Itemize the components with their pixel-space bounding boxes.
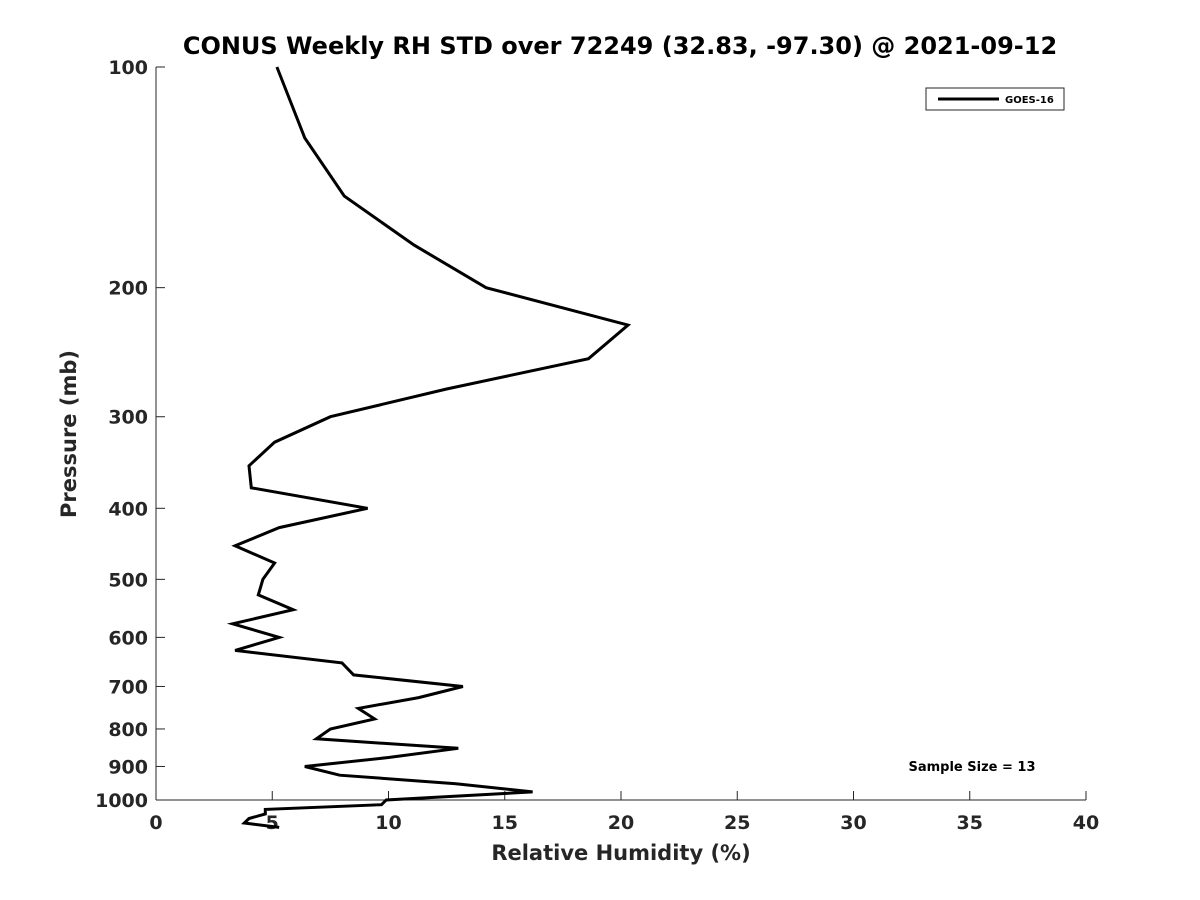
x-tick-label: 30: [840, 812, 866, 834]
x-tick-label: 5: [266, 812, 279, 834]
series-layer: [226, 66, 632, 829]
x-tick-label: 0: [149, 812, 162, 834]
legend: GOES-16: [925, 87, 1065, 111]
x-tick-label: 25: [724, 812, 750, 834]
sample-size-annotation: Sample Size = 13: [908, 760, 1035, 775]
chart-title: CONUS Weekly RH STD over 72249 (32.83, -…: [183, 32, 1057, 60]
series-line-goes-16: [226, 66, 632, 829]
y-tick-label: 300: [108, 407, 148, 429]
x-axis-label: Relative Humidity (%): [491, 841, 750, 865]
y-tick-label: 800: [108, 719, 148, 741]
y-tick-label: 600: [108, 627, 148, 649]
y-ticks: 100 200 300 400 500 600 700 800 900 1000: [95, 57, 165, 812]
plot-background: [156, 67, 1086, 800]
y-tick-label: 900: [108, 756, 148, 778]
y-tick-label: 500: [108, 569, 148, 591]
x-tick-label: 35: [957, 812, 983, 834]
y-axis-label: Pressure (mb): [57, 350, 81, 518]
y-tick-label: 100: [108, 57, 148, 79]
legend-label-goes-16: GOES-16: [1005, 95, 1054, 106]
x-tick-label: 15: [492, 812, 518, 834]
y-tick-label: 700: [108, 676, 148, 698]
y-tick-label: 400: [108, 498, 148, 520]
x-tick-label: 40: [1073, 812, 1099, 834]
y-tick-label: 200: [108, 278, 148, 300]
x-tick-label: 20: [608, 812, 634, 834]
x-tick-label: 10: [375, 812, 401, 834]
x-ticks: 0 5 10 15 20 25 30 35 40: [149, 791, 1099, 834]
plot-area: 0 5 10 15 20 25 30 35 40 100 200 300 400 500 600 700 80…: [95, 57, 1099, 834]
y-tick-label: 1000: [95, 790, 148, 812]
